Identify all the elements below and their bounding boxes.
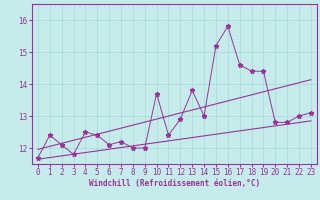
X-axis label: Windchill (Refroidissement éolien,°C): Windchill (Refroidissement éolien,°C) (89, 179, 260, 188)
